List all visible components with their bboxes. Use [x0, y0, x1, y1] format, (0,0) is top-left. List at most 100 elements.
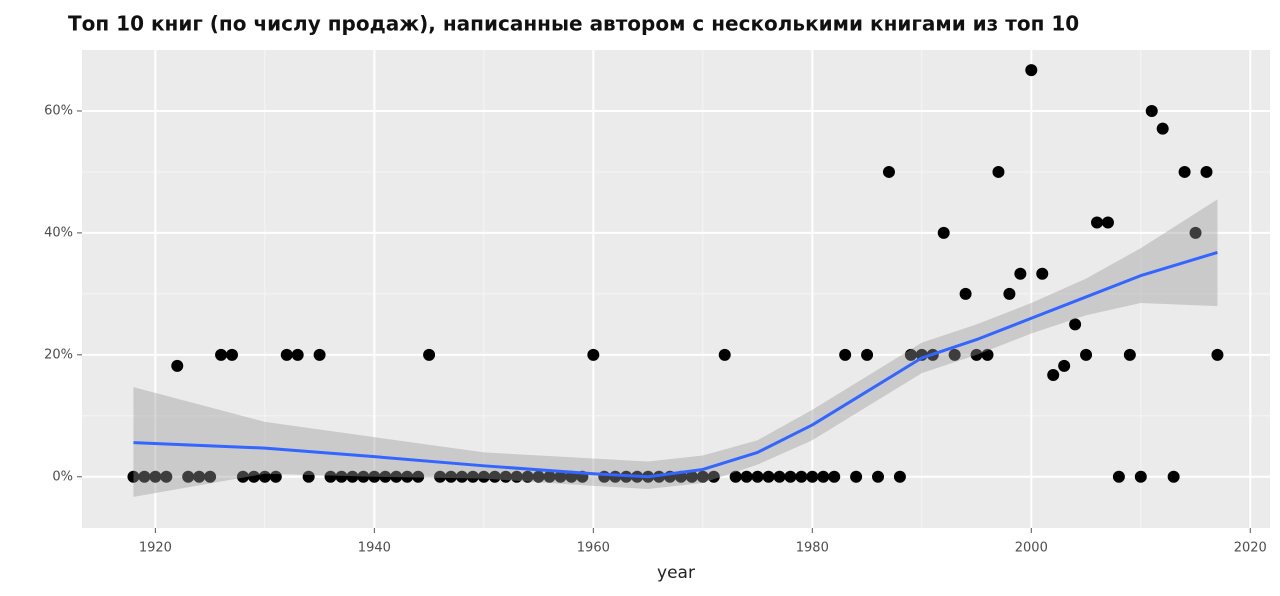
- point: [412, 470, 425, 483]
- point: [368, 470, 381, 483]
- point: [937, 226, 950, 239]
- point: [1189, 226, 1202, 239]
- point: [817, 470, 830, 483]
- x-tick-label: 2020: [1234, 541, 1267, 556]
- point: [707, 470, 720, 483]
- point: [1058, 359, 1071, 372]
- point: [1211, 348, 1224, 361]
- point: [477, 470, 490, 483]
- point: [959, 287, 972, 300]
- x-tick-label: 1940: [358, 541, 391, 556]
- point: [455, 470, 468, 483]
- point: [160, 470, 173, 483]
- point: [499, 470, 512, 483]
- point: [795, 470, 808, 483]
- point: [839, 348, 852, 361]
- point: [828, 470, 841, 483]
- point: [269, 470, 282, 483]
- point: [1036, 267, 1049, 280]
- point: [718, 348, 731, 361]
- x-axis-label: year: [657, 563, 695, 583]
- point: [236, 470, 249, 483]
- point: [554, 470, 567, 483]
- point: [138, 470, 151, 483]
- point: [1123, 348, 1136, 361]
- point: [992, 165, 1005, 178]
- point: [1101, 216, 1114, 229]
- point: [291, 348, 304, 361]
- point: [204, 470, 217, 483]
- point: [882, 165, 895, 178]
- point: [981, 348, 994, 361]
- point: [182, 470, 195, 483]
- point: [193, 470, 206, 483]
- point: [696, 470, 709, 483]
- y-tick-label: 60%: [44, 103, 73, 118]
- confidence-band: [133, 199, 1218, 497]
- y-tick-label: 40%: [44, 225, 73, 240]
- point: [1200, 165, 1213, 178]
- point: [587, 348, 600, 361]
- point: [762, 470, 775, 483]
- point: [784, 470, 797, 483]
- point: [872, 470, 885, 483]
- point: [335, 470, 348, 483]
- x-tick-label: 2000: [1015, 541, 1048, 556]
- point: [1080, 348, 1093, 361]
- point: [773, 470, 786, 483]
- point: [390, 470, 403, 483]
- point: [346, 470, 359, 483]
- point: [904, 348, 917, 361]
- point: [1112, 470, 1125, 483]
- y-tick-label: 20%: [44, 347, 73, 362]
- x-tick-label: 1960: [577, 541, 610, 556]
- point: [1145, 104, 1158, 117]
- point: [149, 470, 162, 483]
- point: [258, 470, 271, 483]
- point: [357, 470, 370, 483]
- point: [488, 470, 501, 483]
- point: [1091, 216, 1104, 229]
- point: [521, 470, 534, 483]
- point: [1178, 165, 1191, 178]
- point: [1156, 122, 1169, 135]
- point: [280, 348, 293, 361]
- point: [401, 470, 414, 483]
- point: [893, 470, 906, 483]
- point: [423, 348, 436, 361]
- point: [1014, 267, 1027, 280]
- point: [215, 348, 228, 361]
- smooth-line: [133, 250, 1218, 479]
- point: [729, 470, 742, 483]
- point: [171, 359, 184, 372]
- point: [751, 470, 764, 483]
- point: [379, 470, 392, 483]
- point: [543, 470, 556, 483]
- point: [861, 348, 874, 361]
- point: [1025, 64, 1038, 77]
- point: [302, 470, 315, 483]
- point: [1003, 287, 1016, 300]
- point: [444, 470, 457, 483]
- point: [510, 470, 523, 483]
- y-tick-label: 0%: [52, 469, 73, 484]
- point: [740, 470, 753, 483]
- point: [532, 470, 545, 483]
- point: [948, 348, 961, 361]
- point: [850, 470, 863, 483]
- point: [313, 348, 326, 361]
- chart-title: Топ 10 книг (по числу продаж), написанны…: [68, 12, 1079, 36]
- point: [247, 470, 260, 483]
- point: [970, 348, 983, 361]
- point: [324, 470, 337, 483]
- point: [434, 470, 447, 483]
- point: [1069, 318, 1082, 331]
- x-tick-label: 1980: [796, 541, 829, 556]
- point: [466, 470, 479, 483]
- point: [127, 470, 140, 483]
- point: [685, 470, 698, 483]
- point: [1134, 470, 1147, 483]
- point: [226, 348, 239, 361]
